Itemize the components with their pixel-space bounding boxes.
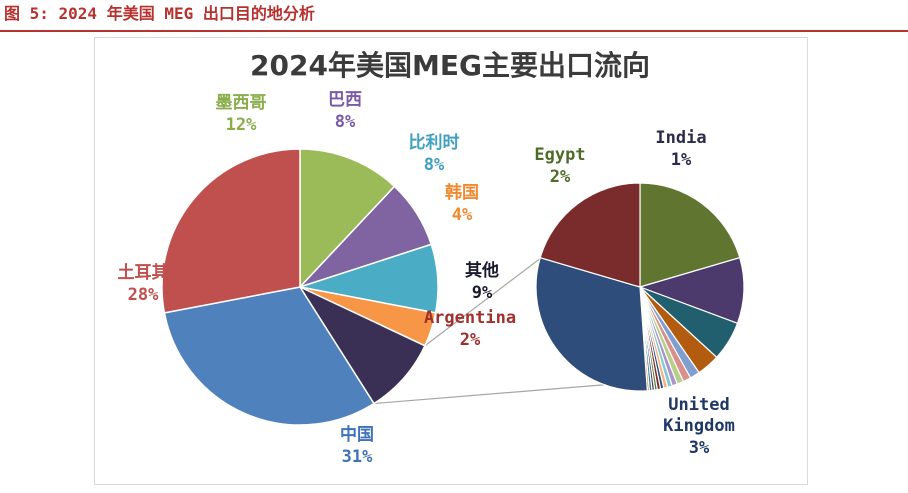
slice-3-label: 韩国 4% [445, 182, 479, 225]
slice-6-label: 土耳其 28% [118, 262, 169, 305]
argentina-label: Argentina 2% [424, 308, 516, 350]
pie-slice [163, 286, 375, 426]
data-labels: 墨西哥 12% 巴西 8% 比利时 8% 韩国 4% 其他 9% 中国 31% 土耳其 28% Egypt 2… [118, 90, 735, 467]
slice-0-label: 墨西哥 12% [216, 93, 267, 135]
main-pie [161, 148, 439, 426]
egypt-label: Egypt 2% [534, 145, 585, 187]
pie-slice [299, 148, 396, 289]
slice-5-value: 31% [342, 447, 373, 467]
slice-6-value: 28% [128, 285, 159, 305]
secondary-pie [535, 182, 745, 392]
caption-rule [0, 30, 908, 32]
slice-4-value: 9% [472, 283, 493, 303]
slice-0-value: 12% [226, 115, 257, 135]
india-label: India 1% [655, 128, 706, 170]
slice-2-value: 8% [424, 155, 445, 175]
argentina-value: 2% [460, 330, 481, 350]
figure-caption: 图 5: 2024 年美国 MEG 出口目的地分析 [4, 4, 315, 23]
slice-1-value: 8% [335, 112, 356, 132]
secondary-pie-slice [535, 256, 648, 392]
slice-5-label: 中国 31% [340, 424, 374, 467]
slice-3-value: 4% [452, 205, 473, 225]
slice-1-label: 巴西 8% [328, 90, 362, 132]
united-kingdom-value: 3% [689, 438, 710, 458]
slice-2-label: 比利时 8% [409, 132, 460, 175]
egypt-value: 2% [550, 167, 571, 187]
united-kingdom-label: United Kingdom 3% [663, 395, 735, 458]
secondary-pie-slice [639, 182, 741, 288]
pie-slice [161, 148, 301, 314]
connector-line [373, 384, 605, 405]
india-value: 1% [671, 150, 692, 170]
chart-title: 2024年美国MEG主要出口流向 [250, 49, 650, 82]
secondary-pie-slice [539, 182, 641, 288]
slice-4-label: 其他 9% [465, 260, 499, 303]
